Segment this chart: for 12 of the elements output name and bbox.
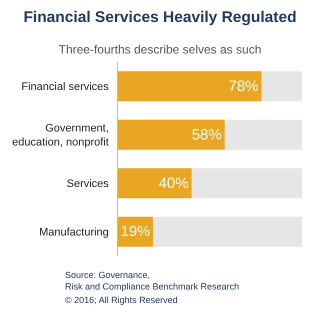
chart-subtitle: Three-fourths describe selves as such [58,42,262,57]
y-tick-label: Government, education, nonprofit [12,122,109,149]
data-label: 58% [192,126,222,144]
data-label: 78% [228,78,259,95]
y-tick-label: Services [66,178,110,190]
y-tick-label: Financial services [21,81,110,94]
text: © 2016; All Rights Reserved [65,295,178,305]
source-note: Source: Governance, Risk and Compliance Benchmark Research [65,270,240,292]
data-label: 40% [158,174,189,192]
data-label: 19% [121,224,150,240]
chart-title: Financial Services Heavily Regulated [23,9,297,26]
y-tick-label: Manufacturing [39,226,109,239]
